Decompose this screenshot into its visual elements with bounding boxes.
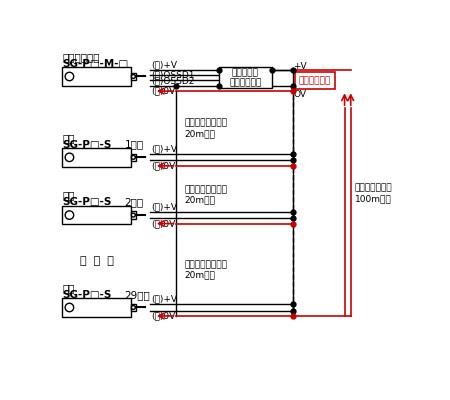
Circle shape [65,153,74,162]
Text: (青)0V: (青)0V [151,219,175,228]
Text: サブ: サブ [63,190,75,200]
Bar [130,211,136,219]
Text: サブ: サブ [63,133,75,143]
Bar [130,304,136,311]
Bar [63,206,130,224]
Bar [63,148,130,166]
Text: SG-P□-M-□: SG-P□-M-□ [63,59,129,69]
Text: OV: OV [293,90,306,98]
Text: 最大ケーブル長：
20m以下: 最大ケーブル長： 20m以下 [184,185,227,204]
Bar [130,73,136,80]
Text: (青)0V: (青)0V [151,86,175,96]
Text: 総ケーブル長：
100m以下: 総ケーブル長： 100m以下 [355,184,392,203]
Text: 2台目: 2台目 [125,197,144,207]
Text: 最大ケーブル長：
20m以下: 最大ケーブル長： 20m以下 [184,119,227,138]
Text: (青)0V: (青)0V [151,161,175,170]
Circle shape [131,213,135,217]
Bar [63,67,130,86]
Text: SG-P□-S: SG-P□-S [63,290,112,300]
Text: 1台目: 1台目 [125,140,144,150]
Text: (茶)+V: (茶)+V [151,295,177,304]
Bar [63,298,130,317]
Text: (茶)+V: (茶)+V [151,144,177,154]
Text: 最大ケーブル長：
20m以下: 最大ケーブル長： 20m以下 [184,260,227,280]
Circle shape [65,72,74,81]
Text: SG-P□-S: SG-P□-S [63,140,112,150]
Text: (黒)OSSD1: (黒)OSSD1 [151,70,194,80]
Text: SG-P□-S: SG-P□-S [63,197,112,207]
Text: 電源ユニット: 電源ユニット [299,76,331,85]
Text: スタンダード: スタンダード [63,52,100,62]
Bar [295,72,335,89]
Circle shape [131,74,135,78]
Circle shape [131,156,135,159]
Text: (茶)+V: (茶)+V [151,202,177,211]
Circle shape [131,306,135,310]
Text: (青)0V: (青)0V [151,311,175,320]
Text: (茶)+V: (茶)+V [151,60,177,70]
Circle shape [65,303,74,312]
Bar [219,67,272,88]
Text: (白)OSSD2: (白)OSSD2 [151,76,194,85]
Text: ・  ・  ・: ・ ・ ・ [80,256,113,266]
Text: 29台目: 29台目 [125,290,150,300]
Text: サブ: サブ [63,283,75,293]
Text: セーフティ
コントローラ: セーフティ コントローラ [229,68,261,87]
Bar [130,154,136,161]
Text: +V: +V [293,62,307,71]
Circle shape [65,211,74,219]
